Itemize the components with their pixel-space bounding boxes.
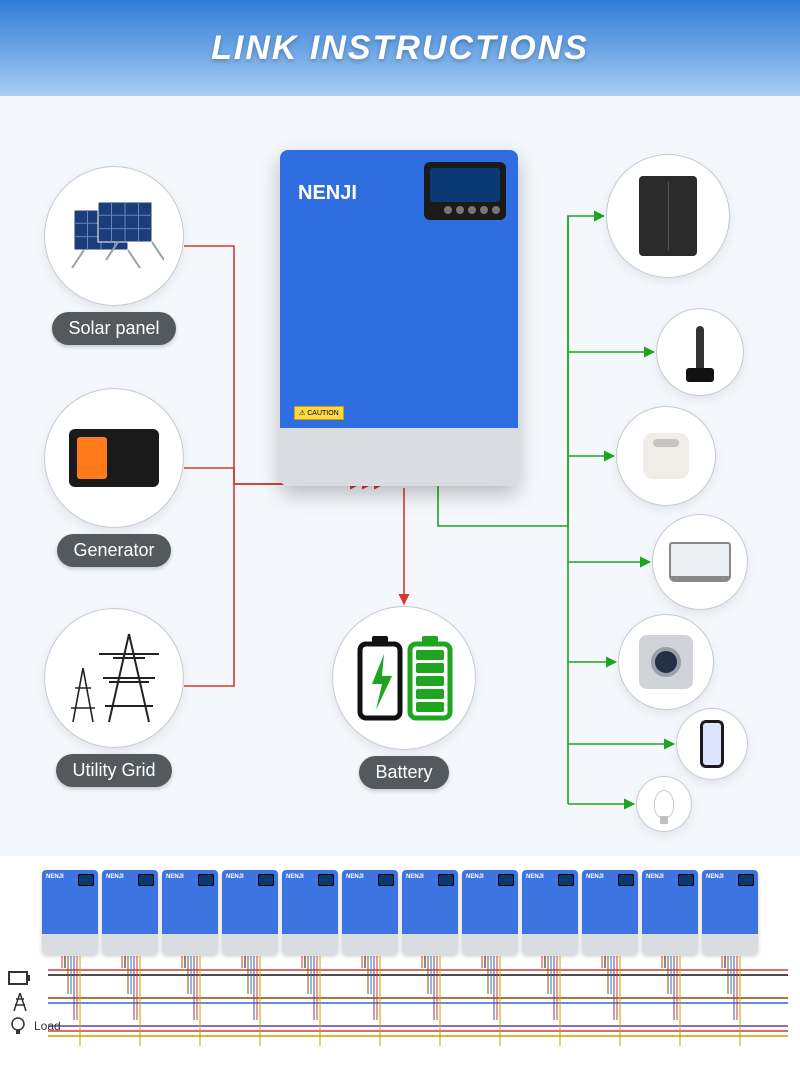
units-row: NENJI NENJI NENJI NENJI NENJI NENJI NENJI NENJI… <box>8 870 792 954</box>
parallel-wire-layer <box>8 956 792 1087</box>
wiring-diagram: Solar panel Generator Utility Grid Battery N… <box>0 96 800 856</box>
battery-node: Battery <box>332 606 476 789</box>
unit-brand: NENJI <box>706 874 724 880</box>
output-washer-circle <box>618 614 714 710</box>
solar-panel-node: Solar panel <box>44 166 184 345</box>
utility-grid-label: Utility Grid <box>56 754 171 787</box>
title-banner: LINK INSTRUCTIONS <box>0 0 800 96</box>
load-text: Load <box>34 1019 61 1033</box>
solar-panel-circle <box>44 166 184 306</box>
unit-brand: NENJI <box>166 874 184 880</box>
parallel-unit: NENJI <box>642 870 698 954</box>
unit-brand: NENJI <box>106 874 124 880</box>
parallel-units-strip: NENJI NENJI NENJI NENJI NENJI NENJI NENJI NENJI… <box>0 856 800 1089</box>
parallel-unit: NENJI <box>282 870 338 954</box>
output-bulb-node <box>636 776 692 832</box>
output-phone-circle <box>676 708 748 780</box>
output-cooker-circle <box>616 406 716 506</box>
parallel-unit: NENJI <box>162 870 218 954</box>
parallel-unit: NENJI <box>702 870 758 954</box>
output-laptop-node <box>652 514 748 610</box>
battery-icon <box>8 969 32 987</box>
unit-brand: NENJI <box>526 874 544 880</box>
output-fridge-circle <box>606 154 730 278</box>
output-vacuum-node <box>656 308 744 396</box>
inverter: NENJI ⚠ CAUTION <box>280 150 518 486</box>
output-cooker-node <box>616 406 716 506</box>
parallel-unit: NENJI <box>522 870 578 954</box>
utility-grid-node: Utility Grid <box>44 608 184 787</box>
grid-bus-label <box>8 990 61 1014</box>
unit-brand: NENJI <box>286 874 304 880</box>
parallel-unit: NENJI <box>402 870 458 954</box>
battery-circle <box>332 606 476 750</box>
parallel-unit: NENJI <box>582 870 638 954</box>
battery-bus-label <box>8 966 61 990</box>
output-laptop-circle <box>652 514 748 610</box>
grid-icon <box>8 991 32 1013</box>
load-icon <box>8 1016 28 1036</box>
unit-brand: NENJI <box>46 874 64 880</box>
generator-label: Generator <box>57 534 170 567</box>
output-fridge-node <box>606 154 730 278</box>
parallel-side-labels: Load <box>8 966 61 1038</box>
generator-node: Generator <box>44 388 184 567</box>
output-vacuum-circle <box>656 308 744 396</box>
output-washer-node <box>618 614 714 710</box>
parallel-unit: NENJI <box>102 870 158 954</box>
output-bulb-circle <box>636 776 692 832</box>
generator-circle <box>44 388 184 528</box>
output-phone-node <box>676 708 748 780</box>
caution-label: ⚠ CAUTION <box>294 406 344 420</box>
inverter-control-panel <box>424 162 506 220</box>
unit-brand: NENJI <box>226 874 244 880</box>
parallel-unit: NENJI <box>42 870 98 954</box>
title-text: LINK INSTRUCTIONS <box>211 29 589 68</box>
battery-label: Battery <box>359 756 448 789</box>
unit-brand: NENJI <box>466 874 484 880</box>
inverter-brand: NENJI <box>298 182 357 205</box>
parallel-unit: NENJI <box>462 870 518 954</box>
parallel-unit: NENJI <box>222 870 278 954</box>
load-bus-label: Load <box>8 1014 61 1038</box>
utility-grid-circle <box>44 608 184 748</box>
unit-brand: NENJI <box>346 874 364 880</box>
unit-brand: NENJI <box>646 874 664 880</box>
unit-brand: NENJI <box>586 874 604 880</box>
unit-brand: NENJI <box>406 874 424 880</box>
parallel-unit: NENJI <box>342 870 398 954</box>
solar-panel-label: Solar panel <box>52 312 175 345</box>
